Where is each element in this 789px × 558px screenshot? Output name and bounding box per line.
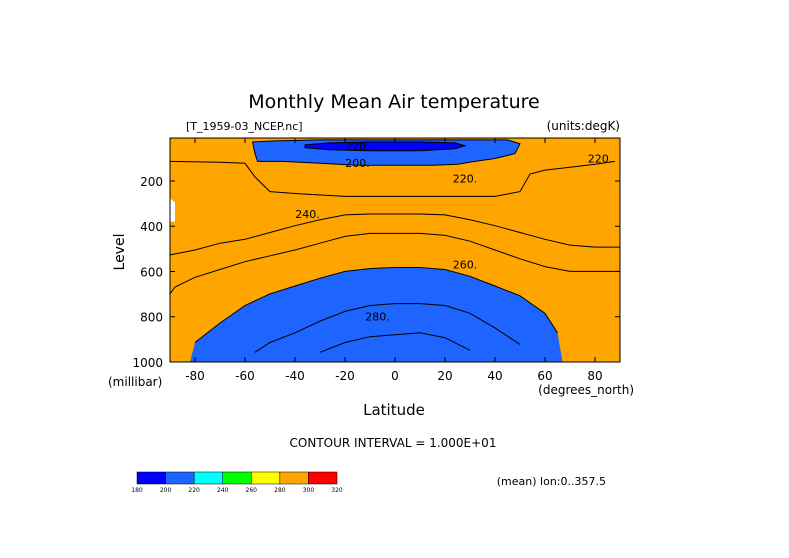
contour-line-c260_lower [169,232,620,295]
contour-labels: 220. 200. 220. 220. 240. 260. 280. [295,140,612,324]
contour-label: 260. [453,259,478,272]
colorbar-swatch [308,471,338,485]
contour-label: 220. [345,140,370,153]
x-tick-label: -80 [185,369,205,383]
y-tick-label: 200 [140,175,163,189]
contour-line-200 [304,141,467,152]
fill-180-200 [305,141,465,151]
colorbar-swatch [222,471,252,485]
colorbar-tick-label: 220 [188,487,200,494]
contour-label: 220. [588,152,613,165]
colorbar-tick-label: 180 [131,487,143,494]
x-axis-label: Latitude [363,401,425,419]
contour-label: 240. [295,208,320,221]
colorbar-swatch [136,471,166,485]
x-tick-label: -60 [235,369,255,383]
contour-line-c300_lower [254,303,521,353]
contour-label: 220. [453,173,478,186]
chart-title: Monthly Mean Air temperature [248,91,539,113]
x-tick-label: 0 [391,369,399,383]
y-axis-label: Level [112,234,128,271]
units-label: (units:degK) [547,119,620,133]
y-tick-label: 600 [140,265,163,279]
y-axis-units: (millibar) [108,375,162,389]
x-tick-label: 80 [587,369,602,383]
colorbar-tick-label: 280 [274,487,286,494]
colorbar-tick-label: 240 [217,487,229,494]
x-tick-label: 40 [487,369,502,383]
contour-line-c240_lower [169,213,620,256]
colorbar: 180 200 220 240 260 280 300 320 [131,471,343,494]
colorbar-tick-label: 200 [160,487,172,494]
contour-line-c320_lower [319,332,471,353]
contour-line-c220_lower [169,160,616,197]
colorbar-tick-label: 320 [331,487,343,494]
colorbar-swatch [193,471,223,485]
colorbar-tick-label: 300 [303,487,315,494]
x-tick-label: 60 [537,369,552,383]
contour-line-c280_lower [194,267,558,343]
contour-label: 200. [345,157,370,170]
contour-lines [169,139,620,353]
colorbar-swatch [251,471,281,485]
contour-label: 280. [365,311,390,324]
y-tick-label: 400 [140,220,163,234]
colorbar-tick-label: 260 [246,487,258,494]
colorbar-swatch [279,471,309,485]
x-tick-label: -20 [335,369,355,383]
y-tick-label: 800 [140,311,163,325]
y-tick-label: 1000 [132,356,163,370]
source-label: [T_1959-03_NCEP.nc] [186,120,303,133]
plot-area [170,138,620,362]
colorbar-swatch [165,471,195,485]
missing-data-0 [170,190,175,222]
contour-interval: CONTOUR INTERVAL = 1.000E+01 [290,436,497,450]
contour-line-220-upper [252,139,521,166]
y-axis: 200 400 600 800 1000 [132,175,620,370]
x-axis-units: (degrees_north) [538,383,634,397]
x-tick-label: -40 [285,369,305,383]
footer-note: (mean) lon:0..357.5 [497,475,606,488]
x-axis: -80 -60 -40 -20 0 20 40 60 80 [185,138,603,383]
x-tick-label: 20 [437,369,452,383]
